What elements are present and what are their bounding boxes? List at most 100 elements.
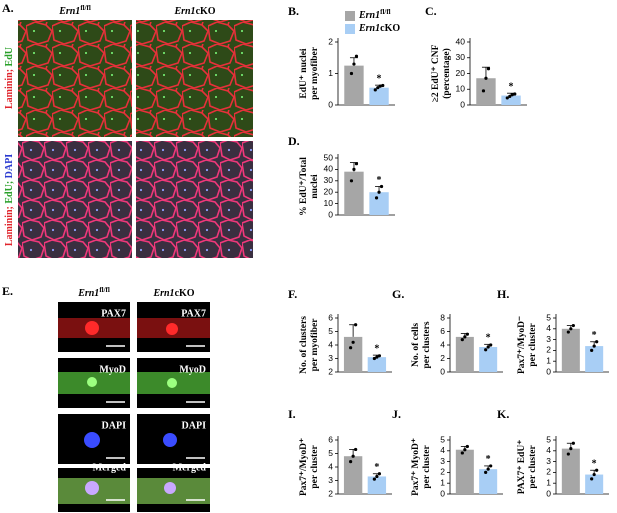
data-point	[566, 330, 570, 334]
y-tick-label: 2	[328, 366, 333, 376]
gene-name: Ern1	[358, 10, 380, 21]
micrograph	[136, 20, 253, 137]
data-point	[377, 472, 381, 476]
data-point	[571, 441, 575, 445]
data-point	[460, 451, 464, 455]
panel-letter: K.	[497, 407, 509, 421]
data-point	[463, 335, 467, 339]
y-axis-label: ≥2 EdU⁺ CNF	[431, 44, 441, 102]
y-tick-label: 1	[328, 68, 333, 78]
bar	[585, 474, 604, 494]
data-point	[595, 468, 599, 472]
gene-name: Ern1	[358, 23, 380, 34]
bar	[561, 328, 580, 372]
nucleus	[84, 432, 100, 448]
data-point	[486, 467, 490, 471]
y-tick-label: 3	[328, 475, 333, 485]
y-tick-label: 20	[456, 68, 466, 78]
gene-label: Ern1fl/fl	[358, 8, 391, 22]
channel-label: Merged	[93, 462, 127, 473]
y-tick-label: 4	[328, 339, 333, 349]
y-tick-label: 5	[546, 312, 551, 322]
y-tick-label: 2	[328, 36, 333, 46]
data-point	[505, 96, 509, 100]
data-point	[351, 340, 355, 344]
gene-name: Ern1	[58, 6, 80, 17]
bar	[455, 336, 474, 372]
bar	[343, 336, 363, 372]
data-point	[484, 76, 488, 80]
channel-label: Merged	[173, 462, 207, 473]
bar	[343, 456, 363, 494]
y-axis-label: per myofiber	[310, 46, 320, 100]
data-point	[354, 162, 359, 166]
row-label: Laminin; EdU; DAPI	[4, 154, 15, 246]
row-label-part: EdU	[4, 47, 15, 66]
data-point	[372, 477, 376, 481]
data-point	[351, 454, 355, 458]
bar	[344, 65, 364, 105]
y-axis-label: % EdU⁺/Total	[299, 157, 309, 216]
significance: *	[377, 73, 382, 84]
significance: *	[374, 462, 379, 473]
legend-swatch	[345, 24, 355, 34]
y-tick-label: 1	[546, 355, 551, 365]
panel-letter: A.	[2, 1, 14, 15]
data-point	[349, 346, 353, 350]
y-tick-label: 40	[456, 36, 466, 46]
y-tick-label: 0	[328, 99, 333, 109]
y-tick-label: 2	[546, 467, 551, 477]
y-axis-label: nuclei	[310, 174, 320, 199]
bar	[369, 192, 389, 215]
y-axis-label: EdU⁺ nuclei	[299, 48, 309, 99]
data-point	[349, 460, 353, 464]
data-point	[513, 92, 517, 96]
bar	[479, 347, 498, 372]
y-tick-label: 2	[328, 488, 333, 498]
row-label-part: DAPI	[4, 154, 15, 179]
bar	[367, 476, 387, 494]
data-point	[349, 71, 354, 76]
bar	[501, 95, 521, 105]
data-point	[375, 474, 379, 479]
bar	[476, 78, 496, 105]
y-tick-label: 40	[324, 164, 334, 174]
data-point	[486, 345, 490, 349]
bar	[369, 87, 389, 105]
gene-label: Ern1fl/fl	[77, 286, 110, 300]
bar	[561, 448, 580, 494]
y-tick-label: 1	[440, 477, 445, 487]
data-point	[569, 447, 573, 451]
data-point	[484, 348, 488, 352]
data-point	[377, 190, 381, 194]
y-tick-label: 2	[440, 353, 445, 363]
y-tick-label: 10	[324, 198, 334, 208]
channel-label: DAPI	[102, 420, 127, 431]
y-tick-label: 0	[328, 209, 333, 219]
y-axis-label: No. of cells	[411, 323, 421, 367]
fiber-images	[58, 302, 210, 512]
gene-name: Ern1	[152, 288, 174, 299]
significance: *	[592, 459, 597, 470]
panel-letter: I.	[288, 407, 296, 421]
data-point	[354, 323, 358, 327]
data-point	[465, 444, 469, 449]
y-axis-label: Pax7⁺/MyoD⁻	[517, 316, 527, 374]
data-point	[379, 184, 384, 189]
cell	[164, 482, 176, 494]
panel-letter: B.	[288, 4, 299, 18]
y-tick-label: 50	[324, 152, 334, 162]
gene-label: Ern1cKO	[152, 288, 194, 299]
data-point	[592, 472, 596, 477]
data-point	[378, 84, 382, 88]
data-point	[465, 332, 469, 336]
y-tick-label: 3	[328, 353, 333, 363]
data-point	[374, 196, 379, 200]
data-point	[569, 327, 573, 331]
row-label-part: Laminin;	[4, 204, 15, 247]
y-axis-label: per cluster	[310, 445, 320, 489]
y-tick-label: 4	[546, 445, 551, 455]
cell	[85, 481, 99, 495]
panel-letter: D.	[288, 134, 300, 148]
